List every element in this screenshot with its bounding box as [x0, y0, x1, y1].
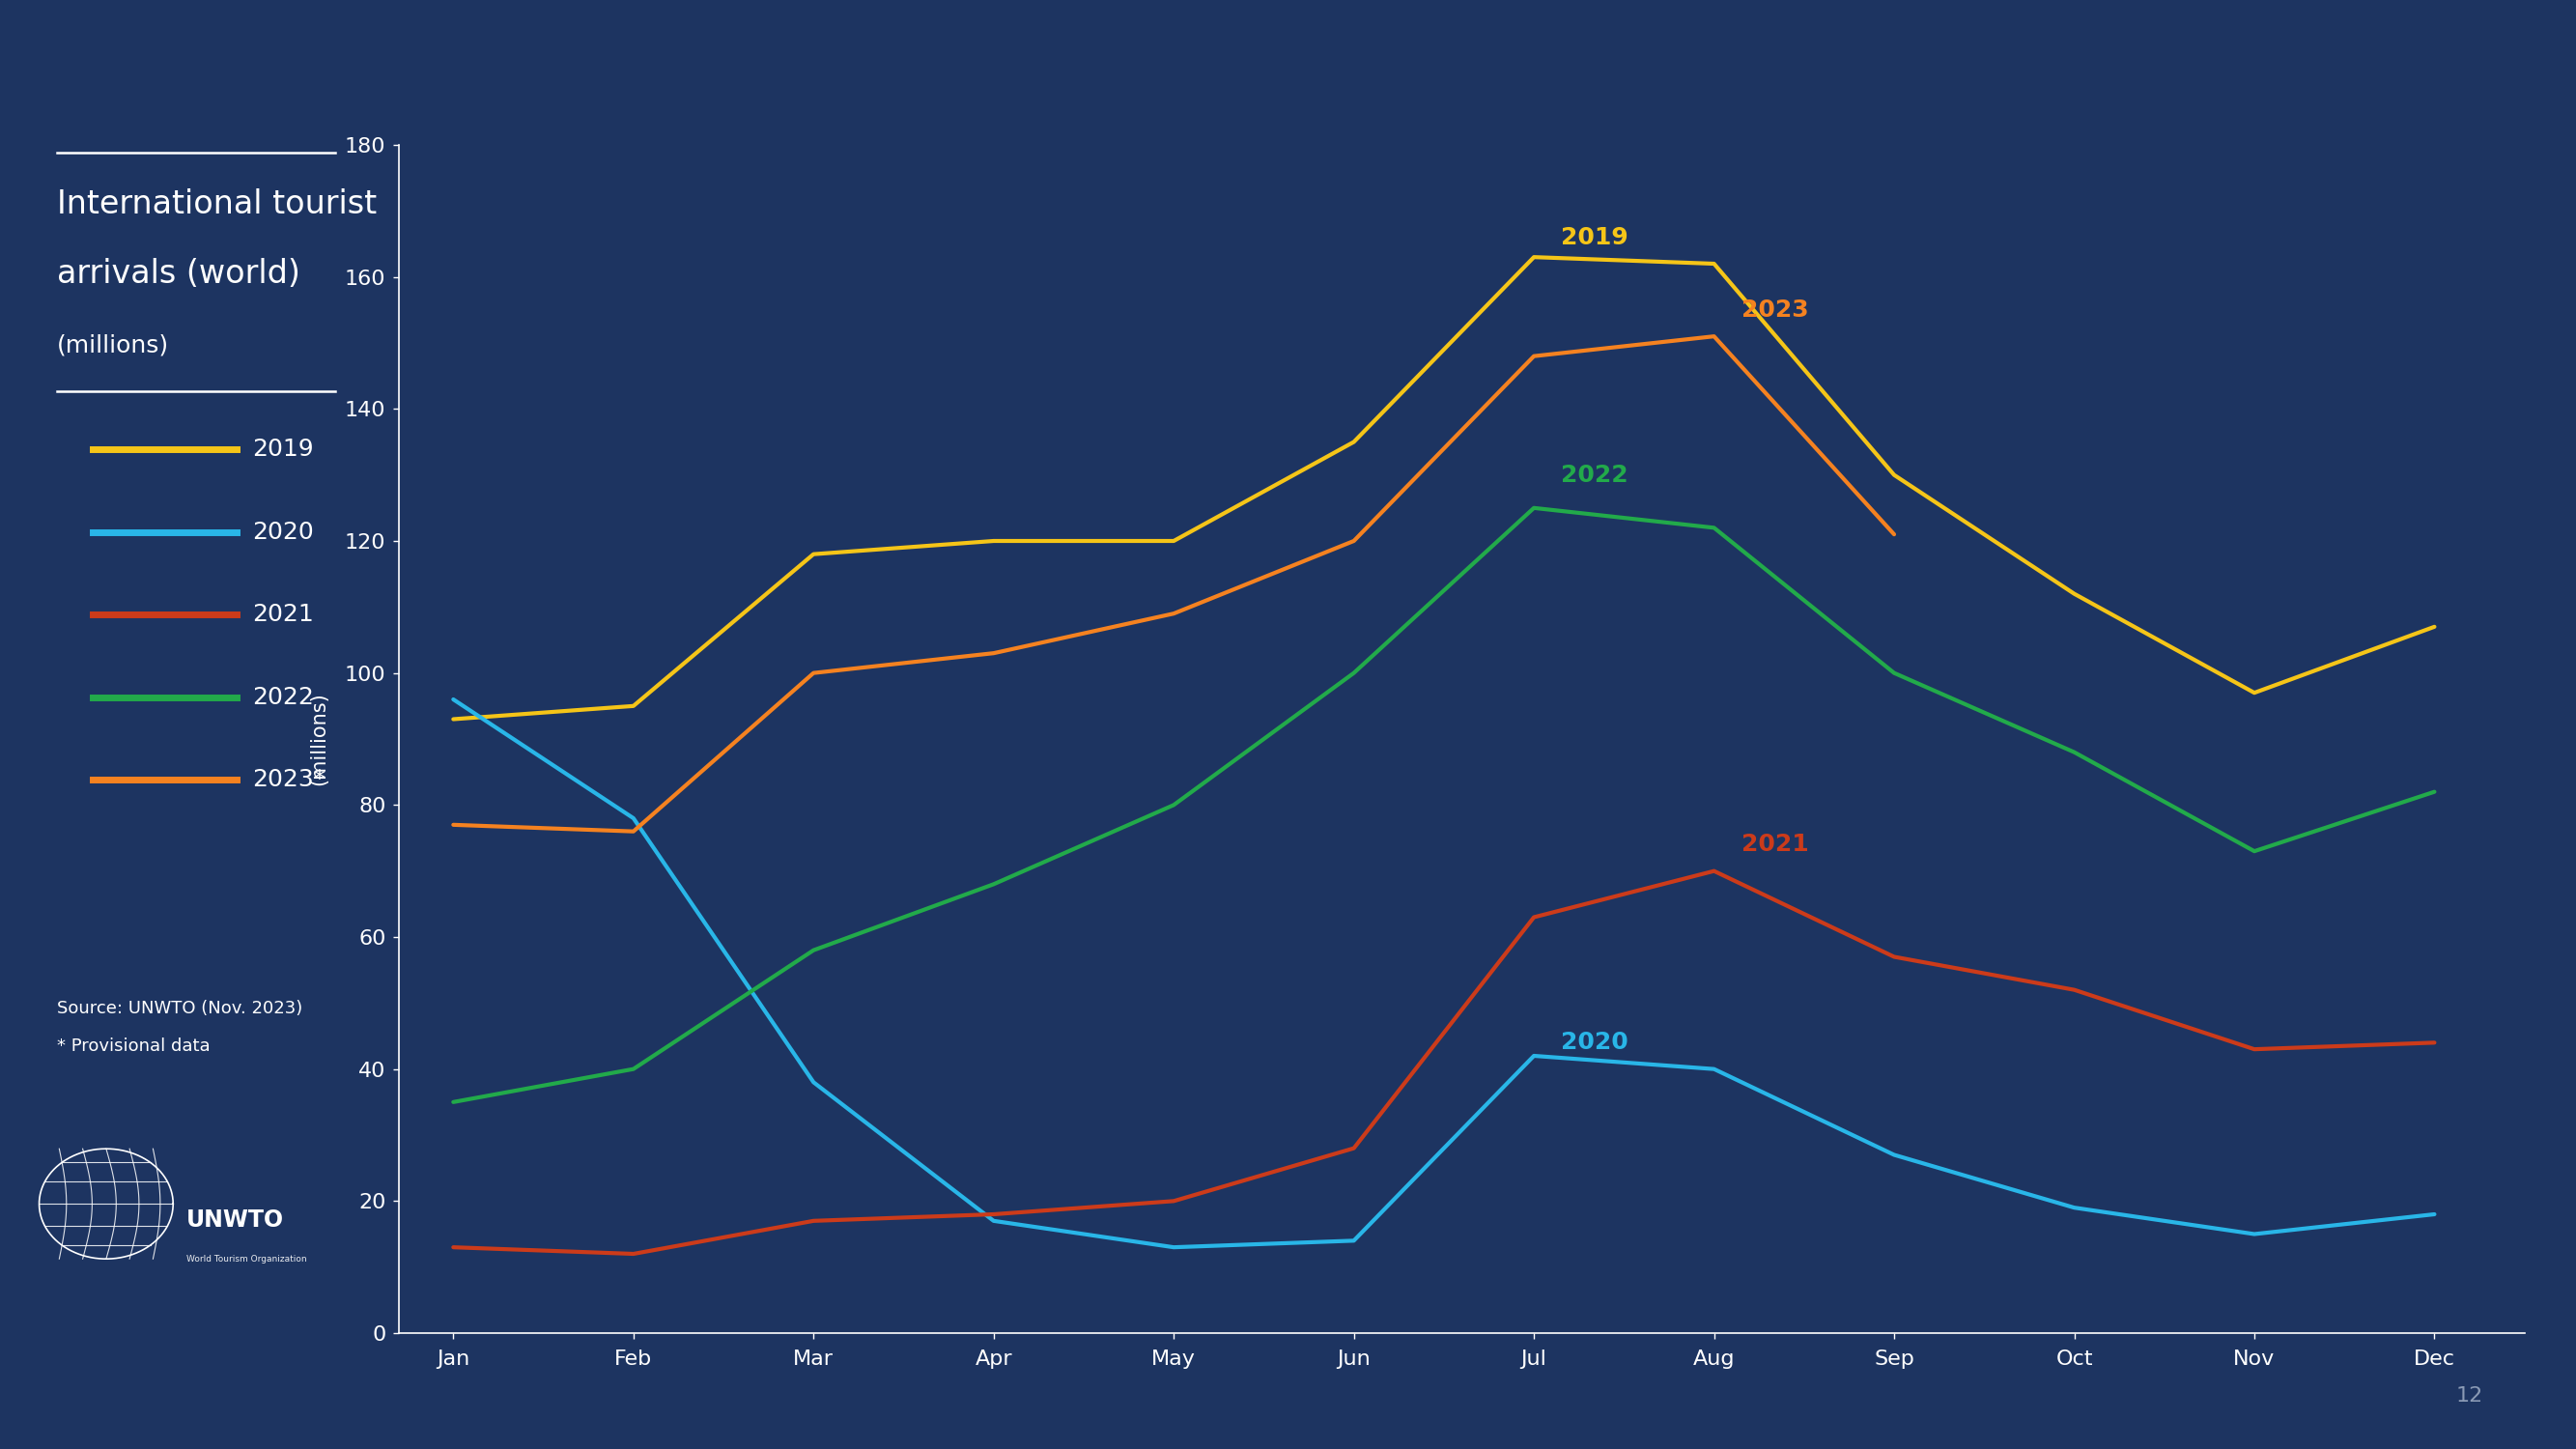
Text: UNWTO: UNWTO — [185, 1208, 283, 1232]
Text: World Tourism Organization: World Tourism Organization — [185, 1255, 307, 1264]
Text: 2021: 2021 — [1741, 833, 1808, 856]
Text: 2022: 2022 — [252, 685, 314, 709]
Text: arrivals (world): arrivals (world) — [57, 258, 299, 290]
Text: 2023: 2023 — [1741, 298, 1808, 322]
Text: Source: UNWTO (Nov. 2023): Source: UNWTO (Nov. 2023) — [57, 1000, 301, 1017]
Text: 2022: 2022 — [1561, 464, 1628, 487]
Text: 2020: 2020 — [252, 520, 314, 543]
Text: * Provisional data: * Provisional data — [57, 1037, 209, 1055]
Text: International tourist: International tourist — [57, 188, 376, 220]
Text: 2020: 2020 — [1561, 1032, 1628, 1055]
Text: 2023*: 2023* — [252, 768, 327, 791]
Text: 12: 12 — [2455, 1387, 2483, 1406]
Text: 2019: 2019 — [1561, 226, 1628, 249]
Y-axis label: (millions): (millions) — [309, 693, 330, 785]
Text: 2021: 2021 — [252, 603, 314, 626]
Text: (millions): (millions) — [57, 333, 170, 356]
Text: 2019: 2019 — [252, 438, 314, 461]
